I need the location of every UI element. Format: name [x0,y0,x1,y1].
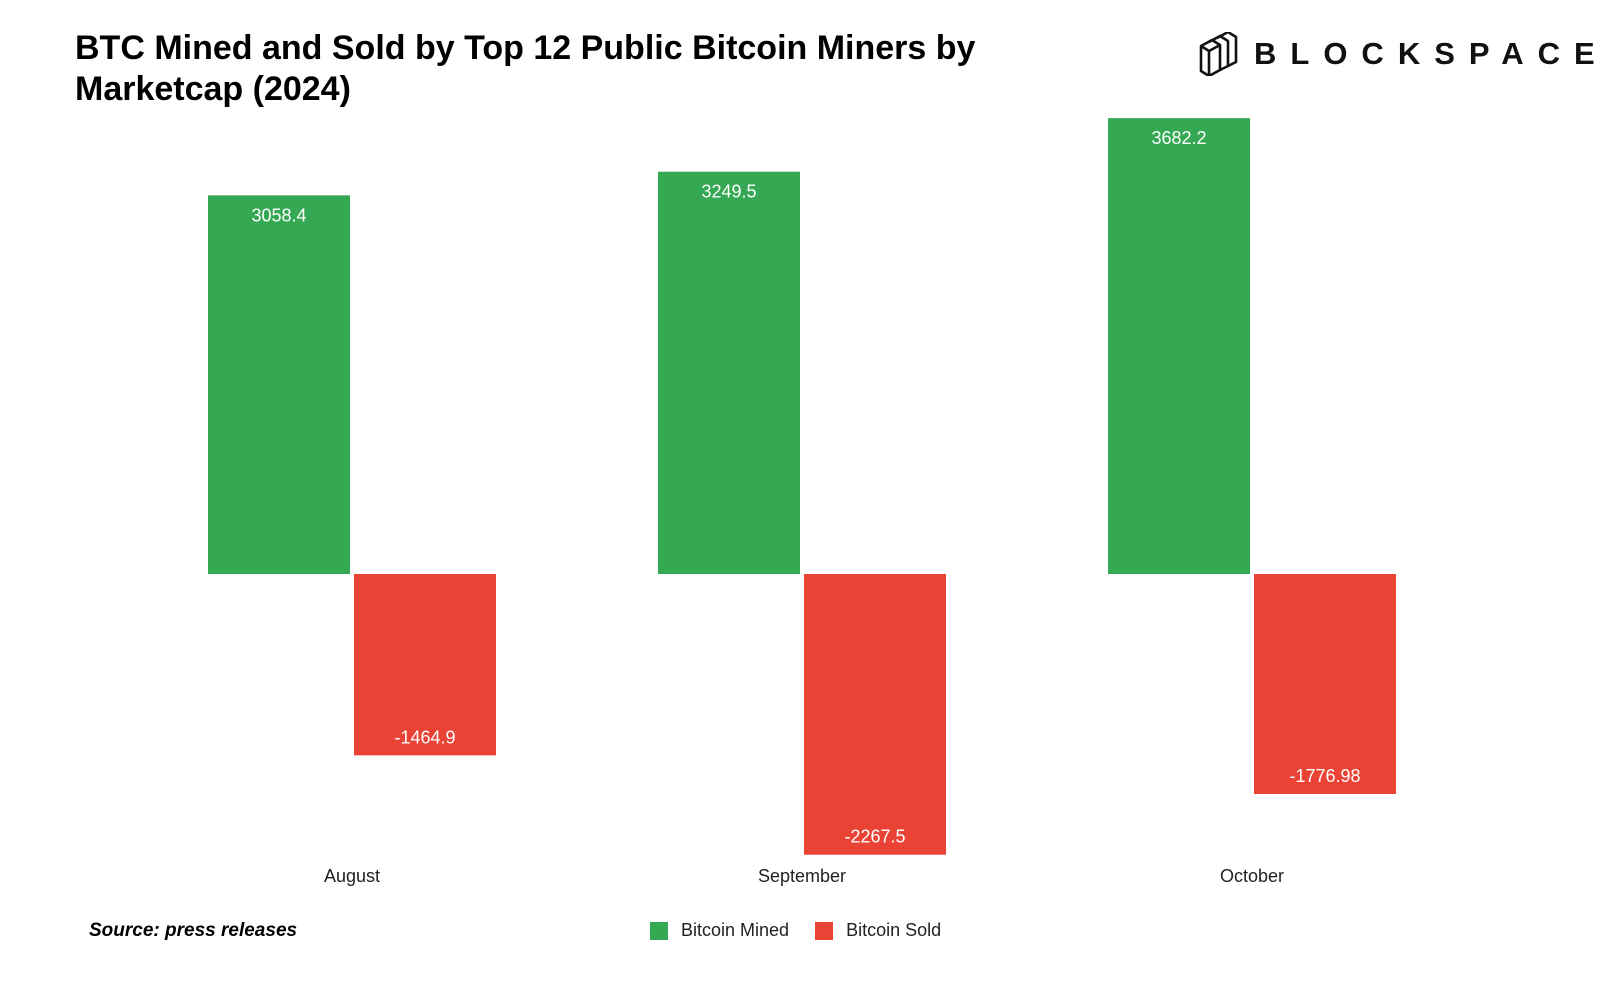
data-label-sold-september: -2267.5 [844,827,905,847]
chart-legend: Bitcoin Mined Bitcoin Sold [650,920,967,941]
legend-label-mined: Bitcoin Mined [681,920,790,940]
legend-item-mined: Bitcoin Mined [650,920,789,941]
bar-sold-october [1254,574,1396,794]
legend-item-sold: Bitcoin Sold [815,920,941,941]
x-tick-label-september: September [758,866,846,886]
data-label-sold-october: -1776.98 [1289,766,1360,786]
brand-logo: BLOCKSPACE [1198,32,1600,76]
data-label-sold-august: -1464.9 [394,727,455,747]
data-label-mined-september: 3249.5 [701,182,756,202]
bar-mined-october [1108,118,1250,574]
bar-mined-august [208,195,350,574]
x-tick-label-august: August [324,866,380,886]
chart-title: BTC Mined and Sold by Top 12 Public Bitc… [75,29,976,108]
stacked-cubes-logo-icon [1199,32,1238,76]
legend-swatch-sold [815,921,834,940]
bar-sold-september [804,574,946,855]
bar-mined-september [658,171,800,574]
x-tick-label-october: October [1220,866,1284,886]
legend-swatch-mined [650,921,668,940]
legend-label-sold: Bitcoin Sold [846,920,942,940]
data-label-mined-october: 3682.2 [1151,128,1206,148]
brand-name: BLOCKSPACE [1254,36,1600,71]
bar-sold-august [354,574,496,756]
source-note: Source: press releases [89,920,298,941]
data-label-mined-august: 3058.4 [251,205,306,225]
